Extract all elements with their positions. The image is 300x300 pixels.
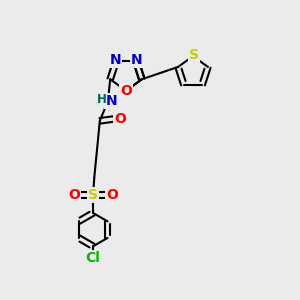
Text: S: S (88, 188, 98, 202)
Text: O: O (120, 84, 132, 98)
Text: N: N (131, 52, 143, 67)
Text: N: N (109, 52, 121, 67)
Text: O: O (106, 188, 118, 202)
Text: O: O (114, 112, 126, 125)
Text: N: N (106, 94, 117, 108)
Text: H: H (97, 93, 106, 106)
Text: O: O (68, 188, 80, 202)
Text: Cl: Cl (86, 251, 101, 265)
Text: S: S (189, 48, 199, 62)
